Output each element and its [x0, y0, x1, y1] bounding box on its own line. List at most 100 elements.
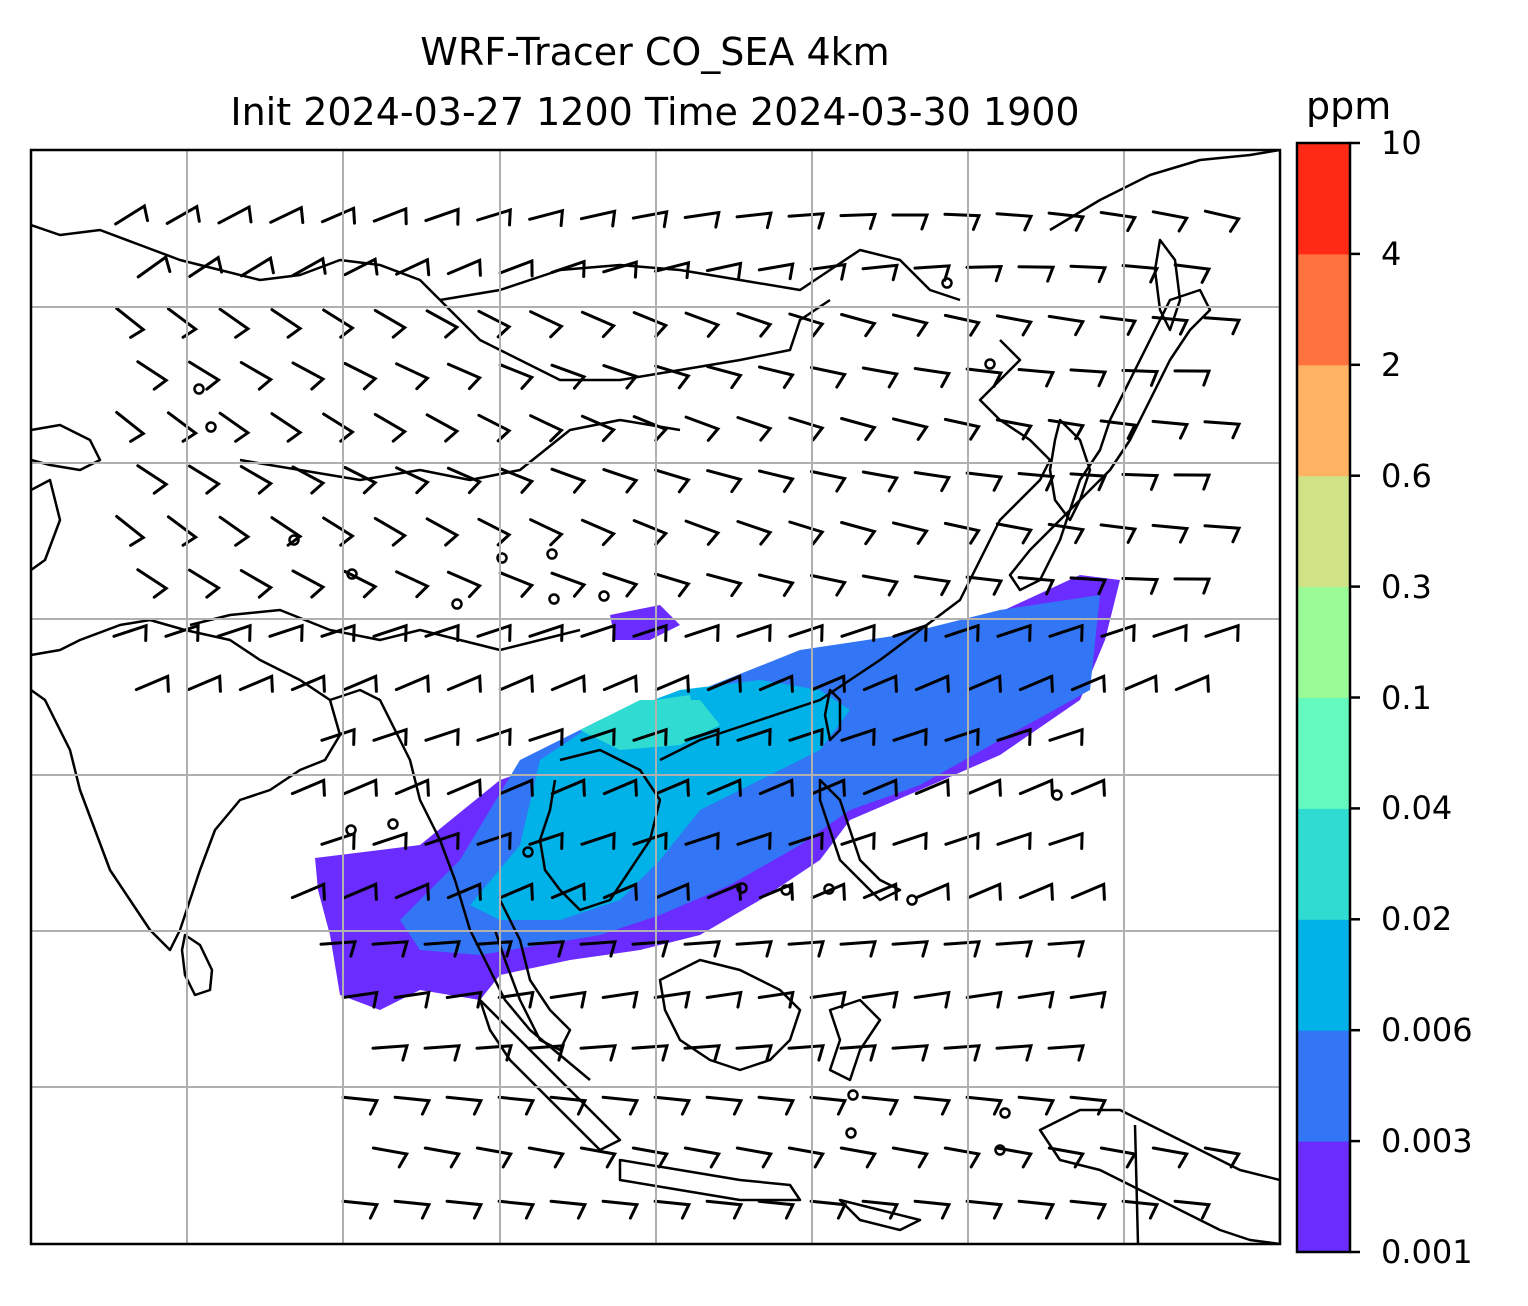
calm-circle [598, 590, 610, 602]
wind-barb [683, 1146, 722, 1169]
wind-barb [788, 831, 824, 850]
wind-barb [290, 778, 326, 797]
wind-barb [631, 210, 669, 229]
wind-barb [372, 727, 408, 746]
malay-peninsula [493, 899, 572, 1052]
wind-barb [1070, 674, 1106, 693]
wind-barb [861, 574, 900, 597]
wind-barb [654, 572, 691, 598]
wind-barb [1121, 576, 1160, 595]
wind-barb [913, 367, 952, 389]
wind-barb [424, 831, 460, 850]
wind-barb [268, 623, 304, 642]
wind-barb [320, 831, 356, 850]
wind-barb [1018, 882, 1054, 901]
colorbar-segment [1297, 475, 1350, 588]
wind-barb [788, 312, 825, 338]
wind-barb [115, 514, 146, 547]
wind-barb [322, 412, 356, 443]
wind-barb [1203, 209, 1242, 233]
wind-barb [706, 573, 743, 598]
colorbar-segment [1297, 808, 1350, 920]
wind-barb [446, 882, 482, 901]
wind-barb [445, 990, 483, 1009]
wind-barb [839, 212, 878, 231]
wind-barb [995, 314, 1034, 337]
wind-barb [736, 623, 772, 642]
wind-barb [166, 307, 199, 339]
wind-barb [188, 464, 222, 495]
colorbar [1295, 141, 1360, 1254]
colorbar-tick-label: 2 [1381, 345, 1402, 384]
wind-barb [840, 313, 877, 338]
wind-barb [529, 414, 564, 443]
wind-barb [913, 264, 952, 282]
wind-barb [1070, 778, 1106, 797]
wind-barb [1017, 1095, 1056, 1116]
wind-barb [862, 882, 898, 901]
sumatra-coastline [478, 998, 622, 1152]
wind-barb [654, 778, 690, 797]
wind-barb [861, 1199, 900, 1220]
wind-barb [1203, 1146, 1242, 1169]
wind-barb [631, 940, 670, 958]
wind-barb [1017, 368, 1056, 388]
wind-barb [965, 1095, 1004, 1116]
wind-barb [580, 623, 616, 642]
wind-barb [394, 882, 430, 901]
wind-barb [757, 990, 795, 1009]
wind-barb [601, 1095, 640, 1116]
wind-barb [965, 990, 1003, 1009]
wind-barb [996, 831, 1032, 850]
wind-barb [758, 674, 794, 693]
wind-barb [269, 205, 305, 224]
wind-barb [1017, 265, 1056, 283]
wind-barb [944, 727, 980, 746]
wind-barb [839, 1146, 878, 1169]
wind-barb [529, 310, 564, 339]
wind-barb [943, 1044, 982, 1062]
calm-circle [345, 824, 357, 836]
wind-barb [425, 517, 460, 547]
wind-barb [1151, 1146, 1190, 1169]
wind-barb [423, 940, 462, 958]
wind-barb [1018, 778, 1054, 797]
calm-circle [906, 894, 918, 906]
wind-barb [320, 623, 356, 642]
wind-barb [944, 623, 980, 642]
wind-barb [446, 570, 483, 599]
colorbar-tick-label: 0.006 [1381, 1011, 1473, 1050]
wind-barb [395, 257, 431, 277]
wind-barb [239, 465, 274, 495]
arabia-coastline [31, 478, 62, 572]
bay-of-bengal-east-coastline [329, 688, 591, 1081]
wind-barb [424, 623, 460, 642]
wind-barb [862, 778, 898, 797]
wind-barb [475, 1044, 514, 1062]
wind-barb [218, 515, 251, 547]
calm-circle [994, 1144, 1006, 1156]
wind-barb [913, 575, 952, 597]
wind-barb [1203, 316, 1242, 336]
wind-barb [809, 574, 847, 597]
wind-barb [446, 778, 482, 797]
wind-barb [497, 1199, 536, 1220]
wind-barb [966, 882, 1002, 901]
wind-barb [809, 262, 847, 281]
wind-barb [475, 1146, 514, 1169]
calm-circle [451, 598, 463, 610]
wind-barb [892, 521, 929, 545]
wind-barb [757, 262, 795, 281]
wind-barb [1069, 990, 1107, 1009]
wind-barb [446, 362, 483, 391]
wind-barb [861, 366, 900, 389]
wind-barb [944, 831, 980, 850]
calm-circle [205, 421, 217, 433]
wind-barb [705, 1095, 744, 1116]
colorbar-segment [1297, 697, 1350, 809]
colorbar-segment [1297, 253, 1350, 366]
wind-barb [914, 674, 950, 693]
wind-barb [238, 674, 274, 693]
java-coastline [618, 1158, 802, 1202]
wind-barb [1121, 368, 1160, 387]
